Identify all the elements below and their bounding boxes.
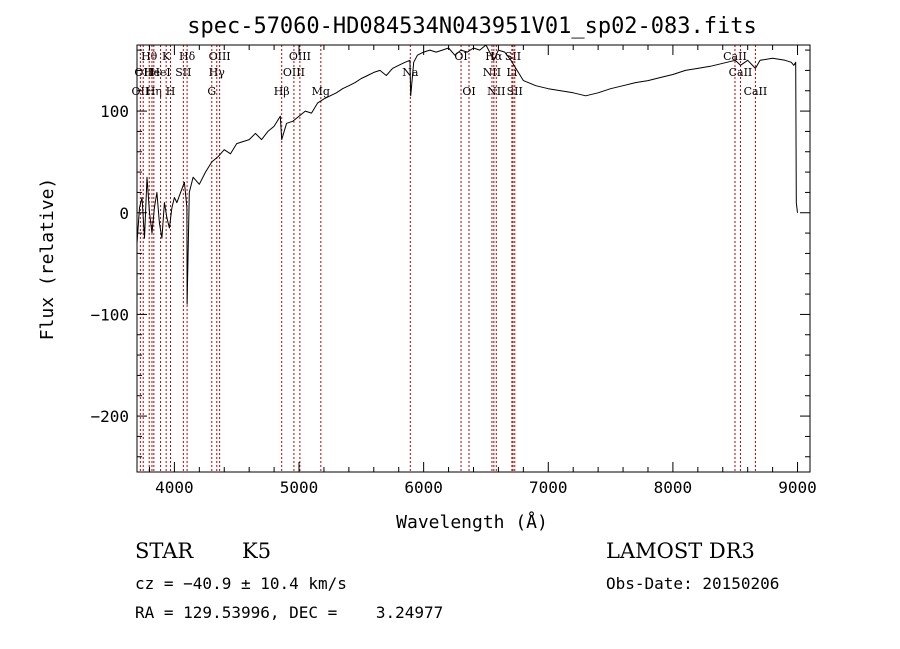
line-marker-label-28: CaII xyxy=(744,85,768,98)
y-tick-label-0: −200 xyxy=(90,407,129,426)
line-marker-label-7: H xyxy=(166,85,176,98)
line-marker-label-16: Mg xyxy=(312,85,330,98)
y-tick-label-2: 0 xyxy=(119,204,129,223)
line-marker-label-13: Hβ xyxy=(274,85,290,98)
object-subclass: K5 xyxy=(242,539,272,563)
line-marker-label-23: Li xyxy=(506,66,517,79)
line-marker-label-10: G xyxy=(207,85,216,98)
y-axis-label: Flux (relative) xyxy=(37,178,58,341)
line-marker-label-25: SII xyxy=(507,85,523,98)
x-axis-label: Wavelength (Å) xyxy=(396,511,548,533)
x-tick-label-0: 4000 xyxy=(155,478,194,497)
x-tick-label-2: 6000 xyxy=(404,478,443,497)
line-marker-label-1: OII xyxy=(134,66,152,79)
line-marker-label-5: HeI xyxy=(150,66,170,79)
chart-title: spec-57060-HD084534N043951V01_sp02-083.f… xyxy=(187,14,757,39)
line-marker-label-3: He xyxy=(144,66,160,79)
line-marker-label-9: Hδ xyxy=(179,50,196,63)
y-tick-label-1: −100 xyxy=(90,305,129,324)
y-tick-label-3: 100 xyxy=(100,102,129,121)
redshift-velocity: cz = −40.9 ± 10.4 km/s xyxy=(135,574,347,593)
survey-name: LAMOST DR3 xyxy=(606,539,755,563)
spectrum-series xyxy=(137,45,798,305)
line-marker-label-4: Hη xyxy=(146,85,162,98)
line-marker-label-21: Hα xyxy=(485,50,503,63)
line-marker-label-6: K xyxy=(162,50,171,63)
line-marker-label-27: CaII xyxy=(729,66,753,79)
line-marker-label-19: OI xyxy=(462,85,475,98)
line-marker-label-26: CaII xyxy=(723,50,747,63)
line-marker-label-8: SII xyxy=(175,66,191,79)
spectrum-line-0 xyxy=(137,45,798,305)
line-marker-label-24: SII xyxy=(505,50,521,63)
observation-date: Obs-Date: 20150206 xyxy=(606,574,780,593)
x-tick-label-4: 8000 xyxy=(654,478,693,497)
line-marker-label-15: OIII xyxy=(289,50,311,63)
line-marker-label-12: OIII xyxy=(209,50,231,63)
line-marker-label-2: Hθ xyxy=(141,50,158,63)
line-marker-label-0: OII xyxy=(132,85,150,98)
x-tick-label-3: 7000 xyxy=(529,478,568,497)
x-tick-label-5: 9000 xyxy=(778,478,817,497)
line-marker-label-20: NII xyxy=(483,66,501,79)
line-marker-label-14: OIII xyxy=(283,66,305,79)
coordinates: RA = 129.53996, DEC = 3.24977 xyxy=(135,603,444,622)
x-tick-label-1: 5000 xyxy=(280,478,319,497)
line-marker-label-22: NII xyxy=(487,85,505,98)
plot-frame xyxy=(136,44,811,473)
line-marker-label-11: Hγ xyxy=(209,66,226,79)
object-class: STAR xyxy=(135,539,194,563)
axes: 4000 5000 6000 7000 8000 9000 −200 −100 0 100 xyxy=(90,45,817,497)
spectral-line-markers: OII OII Hθ He Hη HeI K H SII Hδ G Hγ OIII Hβ OIII OIII M… xyxy=(132,45,768,472)
